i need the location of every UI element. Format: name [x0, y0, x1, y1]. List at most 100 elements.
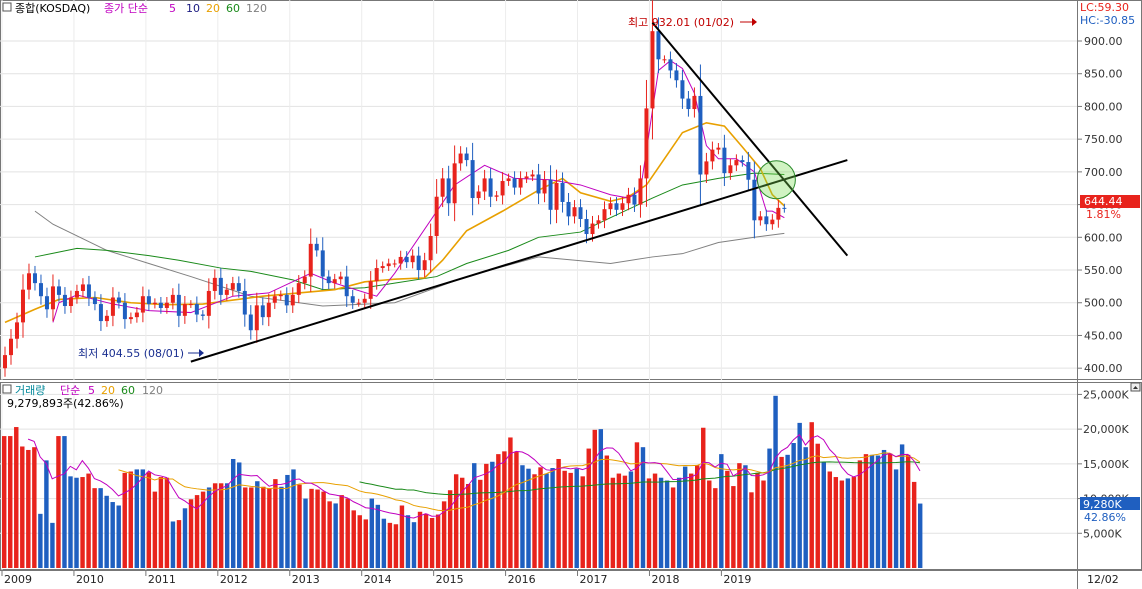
- price-candle: [308, 243, 313, 277]
- price-candle: [110, 297, 115, 316]
- volume-bar: [459, 477, 465, 568]
- price-candle: [674, 70, 679, 81]
- x-tick-label: 2019: [723, 573, 751, 586]
- price-candle: [320, 250, 325, 277]
- vol-ma20-period: 20: [101, 384, 115, 397]
- price-candle: [416, 255, 421, 271]
- price-candle: [260, 305, 265, 318]
- ma60-period: 60: [226, 2, 240, 15]
- price-candle: [386, 263, 391, 267]
- volume-legend-box-icon[interactable]: [2, 384, 12, 394]
- vol-ma5-line: [27, 433, 921, 519]
- price-candle: [194, 304, 199, 315]
- collapse-volume-button[interactable]: [1130, 382, 1141, 392]
- right-date-label: 12/02: [1087, 573, 1119, 586]
- ma20-period: 20: [206, 2, 220, 15]
- volume-bar: [785, 454, 790, 568]
- price-candle: [128, 317, 133, 320]
- price-candle: [140, 296, 145, 313]
- volume-bar: [116, 505, 121, 568]
- low-annotation: 최저 404.55 (08/01): [78, 347, 204, 360]
- volume-bar: [839, 480, 845, 568]
- price-candle: [218, 277, 223, 295]
- volume-bar: [243, 487, 248, 568]
- price-candle: [668, 59, 673, 71]
- price-tick-label: 500.00: [1084, 297, 1123, 310]
- price-candle: [230, 283, 235, 290]
- volume-bar: [634, 442, 640, 568]
- volume-bar: [339, 495, 344, 568]
- volume-bar: [200, 491, 206, 568]
- price-candle: [434, 196, 439, 236]
- price-candle: [92, 297, 97, 305]
- price-candle: [530, 174, 535, 177]
- volume-bar: [327, 501, 332, 568]
- volume-bar: [255, 481, 260, 568]
- price-candle: [452, 163, 457, 204]
- price-candle: [50, 286, 55, 310]
- price-candle: [68, 297, 73, 307]
- volume-bar: [399, 505, 405, 568]
- price-candle: [272, 296, 277, 303]
- price-candle: [728, 165, 733, 174]
- volume-bar: [556, 458, 561, 568]
- volume-bar: [604, 455, 610, 568]
- price-tick-label: 600.00: [1084, 231, 1123, 244]
- volume-bar: [809, 422, 814, 568]
- volume-bar: [194, 495, 200, 568]
- collapse-arrow-icon: [1133, 386, 1138, 389]
- volume-bar: [544, 473, 549, 568]
- price-tick-label: 400.00: [1084, 362, 1123, 375]
- high-annotation-text: 최고 932.01 (01/02): [628, 16, 734, 29]
- x-tick-label: 2014: [364, 573, 392, 586]
- price-candle: [680, 80, 685, 99]
- price-candle: [62, 294, 67, 307]
- volume-bar: [351, 510, 356, 568]
- volume-bar: [598, 429, 604, 568]
- price-candle: [44, 296, 49, 310]
- price-candle: [152, 302, 157, 305]
- volume-bar: [2, 436, 7, 568]
- x-tick-label: 2011: [148, 573, 176, 586]
- price-candle: [164, 302, 169, 308]
- volume-bar: [707, 480, 712, 568]
- price-candle: [518, 178, 523, 188]
- volume-bar: [14, 427, 19, 568]
- legend-box-icon[interactable]: [2, 2, 12, 12]
- volume-bar: [743, 465, 748, 568]
- price-candle: [20, 289, 25, 323]
- price-candle: [722, 147, 727, 174]
- volume-bar: [695, 465, 700, 568]
- current-price: 644.44: [1084, 195, 1123, 208]
- volume-bar: [815, 443, 820, 568]
- price-candle: [206, 290, 211, 316]
- price-candle: [716, 147, 721, 150]
- volume-bar: [526, 468, 531, 568]
- volume-bar: [170, 521, 176, 568]
- lc-label: LC:59.30: [1080, 1, 1129, 14]
- price-candle: [494, 195, 499, 197]
- price-candle: [428, 235, 433, 261]
- price-candle: [212, 277, 217, 291]
- price-candle: [326, 276, 331, 284]
- price-candle: [146, 296, 151, 305]
- price-candle: [158, 302, 163, 308]
- volume-bar: [80, 477, 85, 568]
- price-candle: [770, 219, 775, 225]
- price-candle: [200, 314, 205, 316]
- volume-bar: [363, 519, 368, 568]
- price-candle: [98, 304, 103, 322]
- volume-bar: [670, 487, 676, 568]
- price-tick-label: 750.00: [1084, 133, 1123, 146]
- volume-bar: [429, 518, 435, 568]
- volume-bar: [676, 477, 682, 568]
- price-candle: [56, 286, 61, 295]
- price-candle: [32, 273, 37, 284]
- volume-bar: [514, 452, 519, 568]
- volume-bar: [905, 454, 911, 568]
- price-candle: [584, 218, 589, 235]
- volume-bar: [375, 504, 381, 568]
- price-candle: [266, 302, 271, 318]
- price-candle: [3, 355, 7, 369]
